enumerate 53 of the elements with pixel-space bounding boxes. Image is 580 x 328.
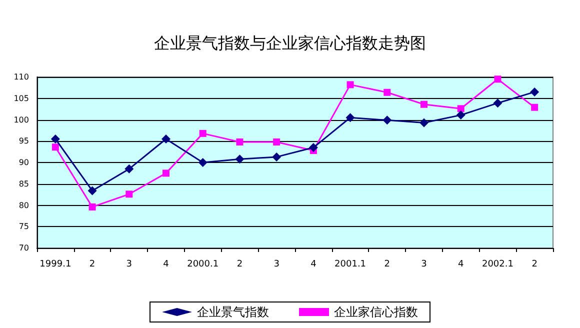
point [199,130,206,137]
x-tick-label: 4 [163,260,170,270]
point [88,203,96,210]
chart-title: 企业景气指数与企业家信心指数走势图 [154,34,426,52]
point [494,76,502,83]
x-tick-label: 2000.1 [187,260,219,270]
x-tick-label: 1999.1 [40,260,72,270]
x-tick-label: 3 [421,260,427,270]
x-tick-label: 4 [458,260,464,270]
point [272,152,282,162]
y-tick-label: 90 [18,158,29,167]
y-tick-label: 95 [18,136,29,146]
x-tick-label: 2 [532,260,538,270]
point [456,110,466,120]
point [235,154,244,164]
point [346,81,354,88]
y-tick-label: 80 [18,200,29,210]
point [346,113,355,122]
x-tick-label: 3 [274,260,280,270]
y-tick-label: 70 [18,244,29,252]
point [52,144,59,151]
point [50,134,60,144]
y-tick-label: 85 [18,179,29,188]
point [420,100,428,108]
point [384,88,391,96]
point [420,118,428,128]
point [162,134,170,144]
point [236,138,244,146]
point [126,190,133,198]
point [457,105,464,112]
y-tick-label: 100 [14,115,29,124]
y-tick-label: 75 [18,222,29,232]
legend-label: 企业景气指数 [197,305,269,319]
y-tick-label: 110 [14,72,29,82]
legend-label: 企业家信心指数 [334,305,418,319]
x-tick-label: 2 [384,260,390,270]
x-tick-label: 2002.1 [482,260,514,270]
point [198,158,208,167]
point [382,116,392,125]
point [124,164,134,174]
point [308,143,318,152]
x-tick-label: 3 [126,260,132,270]
x-tick-label: 2001.1 [334,260,366,270]
y-tick-label: 105 [14,94,29,103]
point [493,98,502,108]
point [273,138,280,146]
point [162,170,170,177]
x-tick-label: 4 [310,260,317,270]
x-tick-label: 2 [89,260,96,270]
point [531,104,538,111]
point [88,186,97,196]
point [530,87,540,96]
x-tick-label: 2 [236,260,243,270]
